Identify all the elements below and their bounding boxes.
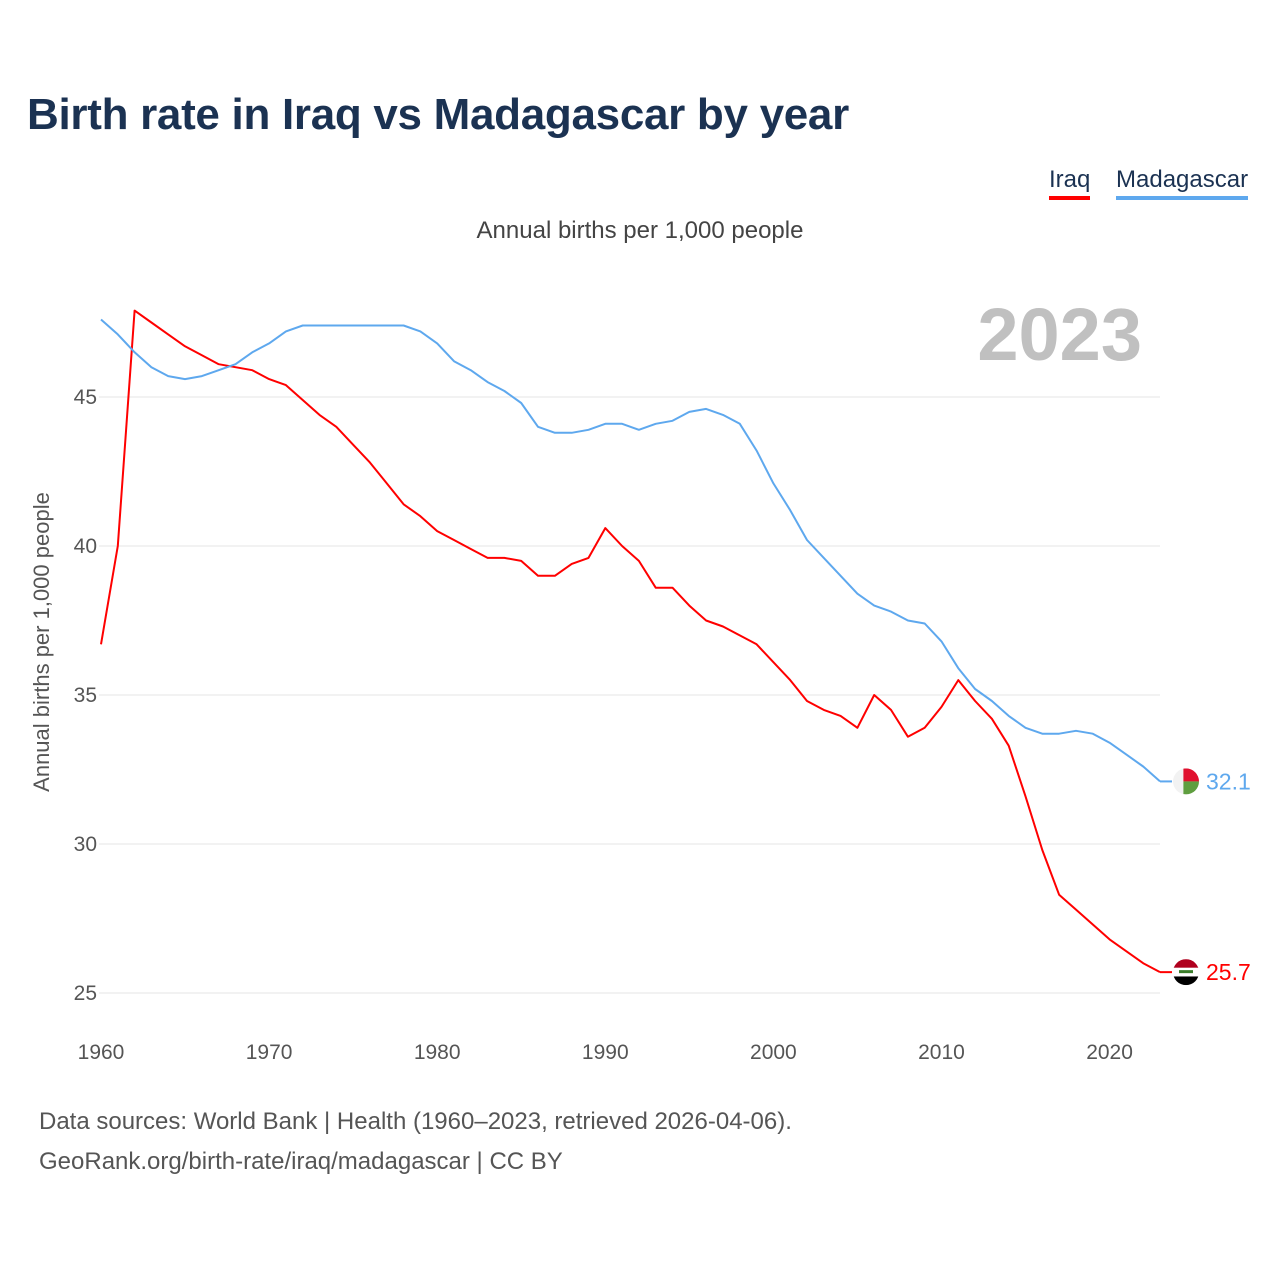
chart-subtitle: Annual births per 1,000 people xyxy=(476,217,804,244)
footer-sources: Data sources: World Bank | Health (1960–… xyxy=(39,1108,792,1135)
y-tick-label: 30 xyxy=(74,833,97,856)
x-tick-label: 1970 xyxy=(246,1041,293,1064)
y-tick-label: 40 xyxy=(74,535,97,558)
footer-link[interactable]: GeoRank.org/birth-rate/iraq/madagascar |… xyxy=(39,1148,563,1175)
y-tick-label: 25 xyxy=(74,982,97,1005)
y-tick-label: 45 xyxy=(74,386,97,409)
series-line-iraq xyxy=(100,309,1161,973)
legend-item-iraq[interactable]: Iraq xyxy=(1049,166,1091,200)
iraq-flag-icon xyxy=(1173,959,1199,986)
madagascar-flag-icon xyxy=(1173,768,1199,795)
x-tick-label: 2010 xyxy=(918,1041,965,1064)
series-line-madagascar xyxy=(100,318,1161,783)
x-tick-label: 2000 xyxy=(750,1041,797,1064)
x-tick-label: 2020 xyxy=(1086,1041,1133,1064)
x-tick-label: 1980 xyxy=(414,1041,461,1064)
chart-title: Birth rate in Iraq vs Madagascar by year xyxy=(27,90,849,139)
year-badge: 2023 xyxy=(977,293,1142,376)
end-value-label-madagascar: 32.1 xyxy=(1206,768,1251,794)
end-value-label-iraq: 25.7 xyxy=(1206,959,1251,985)
x-tick-label: 1960 xyxy=(78,1041,125,1064)
legend-item-madagascar[interactable]: Madagascar xyxy=(1116,166,1249,200)
y-tick-label: 35 xyxy=(74,684,97,707)
x-tick-label: 1990 xyxy=(582,1041,629,1064)
